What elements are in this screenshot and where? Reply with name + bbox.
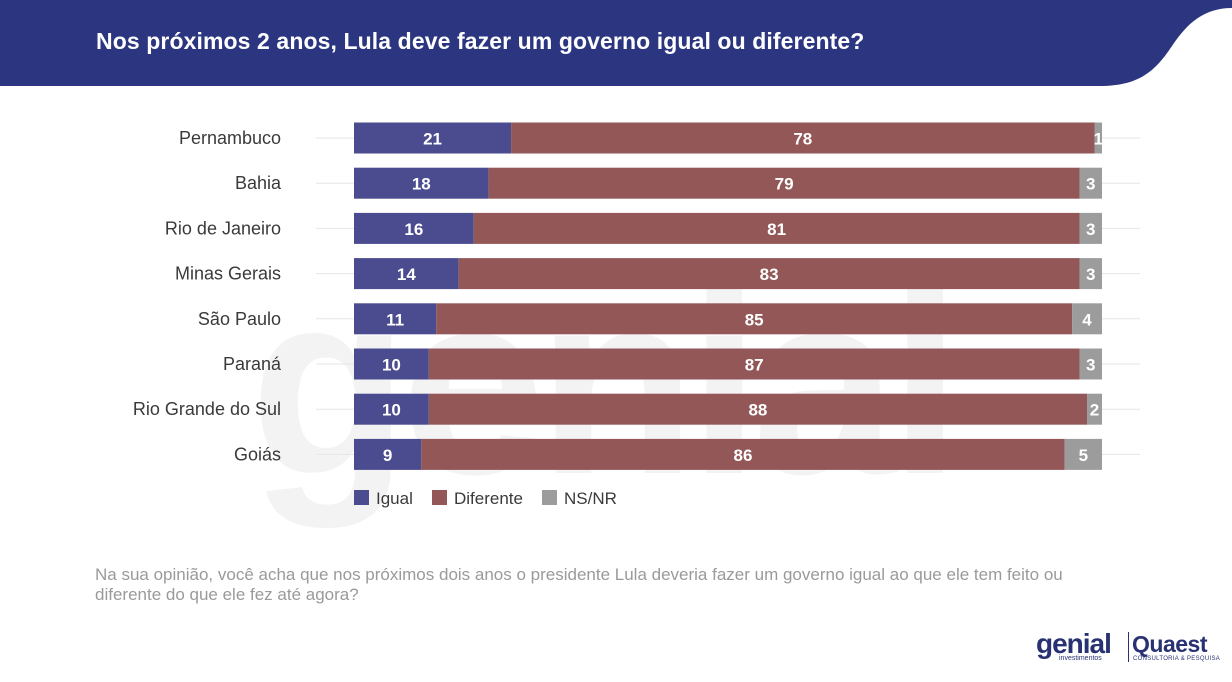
header-band — [0, 0, 1232, 86]
data-label: 3 — [1086, 220, 1095, 239]
bar-segment — [354, 303, 437, 335]
data-label: 85 — [745, 310, 764, 329]
data-label: 79 — [775, 175, 794, 194]
page-title: Nos próximos 2 anos, Lula deve fazer um … — [96, 28, 865, 54]
data-label: 11 — [386, 310, 404, 329]
data-label: 88 — [748, 401, 767, 420]
data-label: 4 — [1082, 310, 1092, 329]
data-label: 21 — [423, 130, 442, 149]
bar-segment — [354, 258, 459, 290]
data-label: 2 — [1090, 401, 1099, 420]
bar-segment — [421, 438, 1065, 470]
category-label: São Paulo — [198, 309, 281, 329]
data-label: 16 — [404, 220, 423, 239]
category-label: Rio Grande do Sul — [133, 399, 281, 419]
bar-segment — [1079, 212, 1102, 244]
data-label: 3 — [1086, 356, 1095, 375]
bar-segment — [1094, 122, 1102, 154]
quaest-logo: Quaest — [1132, 631, 1207, 657]
category-label: Minas Gerais — [175, 264, 281, 284]
data-label: 86 — [733, 446, 752, 465]
category-label: Bahia — [235, 173, 282, 193]
bar-segment — [473, 212, 1080, 244]
bar-segment — [1064, 438, 1102, 470]
bar-segment — [488, 167, 1080, 199]
category-label: Pernambuco — [179, 128, 281, 148]
data-label: 5 — [1079, 446, 1088, 465]
data-label: 9 — [383, 446, 392, 465]
bar-segment — [354, 167, 489, 199]
bar-segment — [354, 122, 512, 154]
logos: genial investimentos Quaest CONSULTORIA … — [1036, 628, 1220, 666]
category-label: Paraná — [223, 354, 282, 374]
legend-label: Igual — [376, 489, 413, 508]
bar-segment — [511, 122, 1095, 154]
bar-segment — [428, 393, 1088, 425]
bar-segment — [1079, 167, 1102, 199]
bar-segment — [428, 348, 1080, 380]
data-label: 83 — [760, 265, 779, 284]
logo-divider — [1128, 632, 1129, 662]
bar-segment — [354, 393, 429, 425]
bar-segment — [354, 438, 422, 470]
bar-segment — [1079, 258, 1102, 290]
data-label: 78 — [793, 130, 812, 149]
bar-segment — [354, 348, 429, 380]
category-label: Goiás — [234, 444, 281, 464]
legend-swatch — [542, 490, 557, 505]
data-label: 3 — [1086, 265, 1095, 284]
bar-segment — [1087, 393, 1102, 425]
legend-label: Diferente — [454, 489, 523, 508]
legend-swatch — [354, 490, 369, 505]
bar-segment — [1072, 303, 1102, 335]
bar-segment — [458, 258, 1080, 290]
quaest-logo-subtitle: CONSULTORIA & PESQUISA — [1133, 656, 1221, 662]
genial-logo-subtitle: investimentos — [1059, 655, 1102, 662]
data-label: 1 — [1094, 130, 1103, 149]
genial-logo: genial — [1036, 628, 1112, 659]
bar-segment — [436, 303, 1073, 335]
data-label: 14 — [397, 265, 416, 284]
legend-label: NS/NR — [564, 489, 617, 508]
data-label: 3 — [1086, 175, 1095, 194]
data-label: 81 — [767, 220, 786, 239]
category-label: Rio de Janeiro — [165, 218, 281, 238]
data-label: 18 — [412, 175, 431, 194]
survey-question: Na sua opinião, você acha que nos próxim… — [95, 565, 1063, 604]
data-label: 10 — [382, 401, 401, 420]
legend-swatch — [432, 490, 447, 505]
data-label: 10 — [382, 356, 401, 375]
bar-segment — [354, 212, 474, 244]
data-label: 87 — [745, 356, 764, 375]
bar-segment — [1079, 348, 1102, 380]
